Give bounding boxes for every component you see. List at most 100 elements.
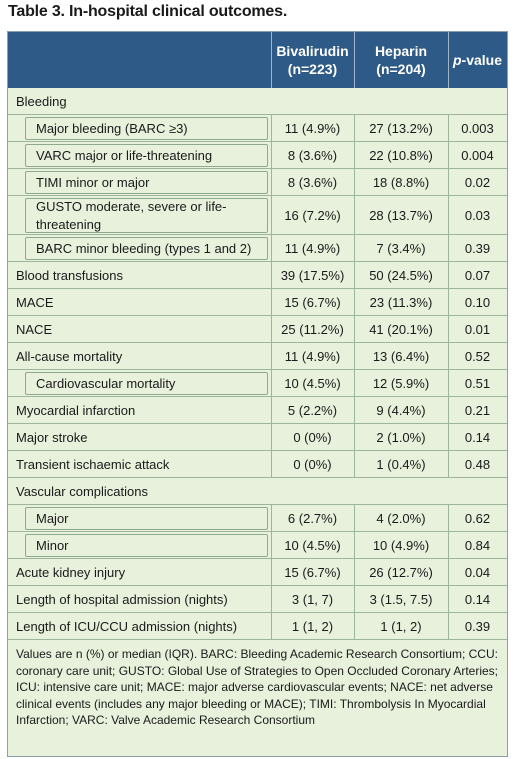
heparin-value: 41 (20.1%) (369, 321, 433, 337)
row-divider (8, 612, 507, 613)
column-divider (271, 343, 272, 370)
column-divider (271, 451, 272, 478)
column-divider (354, 586, 355, 613)
heparin-value: 28 (13.7%) (369, 207, 433, 223)
column-divider (448, 370, 449, 397)
group-label: Vascular complications (16, 483, 148, 499)
header-heparin: Heparin (n=204) (374, 43, 428, 77)
bivalirudin-value: 11 (4.9%) (284, 120, 341, 136)
row-divider (8, 195, 507, 196)
table-row: Major bleeding (BARC ≥3) 11 (4.9%) 27 (13.… (8, 115, 507, 142)
heparin-value: 12 (5.9%) (372, 375, 430, 391)
column-divider (271, 505, 272, 532)
row-divider (8, 531, 507, 532)
p-value: 0.02 (464, 174, 491, 190)
column-divider (271, 262, 272, 289)
heparin-value: 3 (1.5, 7.5) (369, 591, 433, 607)
bivalirudin-value: 6 (2.7%) (287, 510, 338, 526)
table-row: MACE 15 (6.7%) 23 (11.3%) 0.10 (8, 289, 507, 316)
column-divider (448, 196, 449, 235)
p-value: 0.14 (464, 429, 491, 445)
table-row: Major 6 (2.7%) 4 (2.0%) 0.62 (8, 505, 507, 532)
row-label: Major stroke (16, 429, 88, 445)
header-p-value: p -value (448, 32, 507, 88)
bivalirudin-value: 10 (4.5%) (284, 537, 341, 553)
column-divider (448, 397, 449, 424)
column-divider (271, 235, 272, 262)
column-divider (271, 613, 272, 640)
table-row: Myocardial infarction 5 (2.2%) 9 (4.4%) 0.2… (8, 397, 507, 424)
header-divider (271, 32, 272, 88)
row-label: Minor (25, 534, 268, 557)
row-label: Major bleeding (BARC ≥3) (25, 117, 268, 140)
column-divider (354, 424, 355, 451)
column-divider (271, 424, 272, 451)
column-divider (448, 451, 449, 478)
heparin-value: 23 (11.3%) (369, 294, 433, 310)
bivalirudin-value: 1 (1, 2) (291, 618, 334, 634)
row-label: Cardiovascular mortality (25, 372, 268, 395)
table-footnote: Values are n (%) or median (IQR). BARC: … (16, 647, 498, 727)
column-divider (354, 370, 355, 397)
row-divider (8, 261, 507, 262)
column-divider (448, 424, 449, 451)
p-value: 0.01 (464, 321, 491, 337)
column-divider (448, 115, 449, 142)
heparin-value: 4 (2.0%) (376, 510, 426, 526)
column-divider (271, 559, 272, 586)
bivalirudin-value: 15 (6.7%) (284, 564, 341, 580)
column-divider (271, 115, 272, 142)
table-row: VARC major or life-threatening 8 (3.6%) 22… (8, 142, 507, 169)
bivalirudin-value: 3 (1, 7) (291, 591, 334, 607)
column-divider (354, 235, 355, 262)
column-divider (448, 142, 449, 169)
column-divider (354, 559, 355, 586)
p-value: 0.48 (464, 456, 491, 472)
outcomes-table: Bivalirudin (n=223) Heparin (n=204) p -va… (7, 31, 508, 757)
p-value: 0.10 (464, 294, 491, 310)
row-divider (8, 234, 507, 235)
table-row: GUSTO moderate, severe or life-threateni… (8, 196, 507, 235)
column-divider (448, 559, 449, 586)
table-row: NACE 25 (11.2%) 41 (20.1%) 0.01 (8, 316, 507, 343)
table-row: Major stroke 0 (0%) 2 (1.0%) 0.14 (8, 424, 507, 451)
bivalirudin-value: 0 (0%) (293, 456, 332, 472)
row-divider (8, 342, 507, 343)
p-value: 0.07 (464, 267, 491, 283)
p-value: 0.39 (464, 618, 491, 634)
bivalirudin-value: 5 (2.2%) (287, 402, 338, 418)
row-label: Blood transfusions (16, 267, 123, 283)
bivalirudin-value: 8 (3.6%) (287, 147, 338, 163)
table-row: BARC minor bleeding (types 1 and 2) 11 (4… (8, 235, 507, 262)
bivalirudin-value: 0 (0%) (293, 429, 332, 445)
row-divider (8, 369, 507, 370)
header-divider (448, 32, 449, 88)
column-divider (271, 289, 272, 316)
column-divider (354, 196, 355, 235)
p-value: 0.003 (461, 120, 494, 136)
column-divider (271, 397, 272, 424)
column-divider (354, 397, 355, 424)
p-value: 0.004 (461, 147, 494, 163)
column-divider (354, 142, 355, 169)
bivalirudin-value: 11 (4.9%) (284, 240, 341, 256)
row-label: Transient ischaemic attack (16, 456, 170, 472)
row-divider (8, 288, 507, 289)
column-divider (354, 262, 355, 289)
p-value: 0.04 (464, 564, 491, 580)
row-divider (8, 315, 507, 316)
bivalirudin-value: 25 (11.2%) (281, 321, 344, 337)
column-divider (354, 115, 355, 142)
row-divider (8, 639, 507, 640)
header-p-suffix: -value (461, 52, 503, 68)
column-divider (271, 196, 272, 235)
bivalirudin-value: 11 (4.9%) (284, 348, 341, 364)
row-label: TIMI minor or major (25, 171, 268, 194)
row-divider (8, 168, 507, 169)
heparin-value: 26 (12.7%) (369, 564, 433, 580)
row-label: Major (25, 507, 268, 530)
table-row: Blood transfusions 39 (17.5%) 50 (24.5%) 0.… (8, 262, 507, 289)
column-divider (354, 316, 355, 343)
table-row: Cardiovascular mortality 10 (4.5%) 12 (5.9… (8, 370, 507, 397)
